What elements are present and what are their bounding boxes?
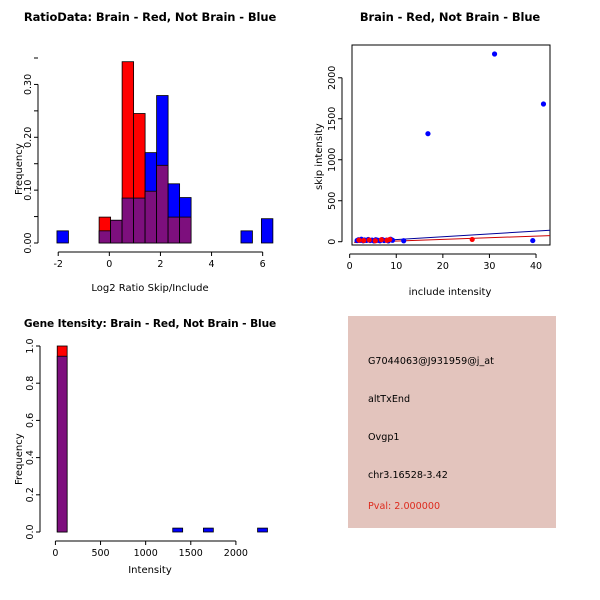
- gene-histogram-ylabel: Frequency: [14, 433, 25, 485]
- scatter-ylabel: skip intensity: [314, 123, 325, 190]
- panel-gene-info: G7044063@J931959@j_at altTxEnd Ovgp1 chr…: [300, 300, 600, 600]
- scatter-point: [540, 101, 547, 107]
- scatter-point: [425, 131, 431, 137]
- y-tick-label: 0.2: [25, 487, 36, 502]
- scatter-point: [372, 238, 378, 244]
- scatter-point: [378, 237, 384, 243]
- x-tick-label: -2: [53, 259, 62, 270]
- x-tick-label: 2: [157, 259, 163, 270]
- ratio-histogram-xlabel: Log2 Ratio Skip/Include: [91, 283, 209, 294]
- y-tick-label: 2000: [327, 66, 338, 90]
- gene-info-gene-symbol: Ovgp1: [368, 432, 400, 443]
- gene-info-event-type: altTxEnd: [368, 394, 411, 405]
- gene-histogram-xlabel: Intensity: [128, 565, 172, 576]
- scatter-canvas: 0 10 20 30 40 0 500 1000 1500 2000: [327, 44, 551, 272]
- panel-ratio-histogram: RatioData: Brain - Red, Not Brain - Blue…: [0, 0, 300, 300]
- gene-info-probe-id: G7044063@J931959@j_at: [368, 356, 494, 367]
- x-tick-label: 0: [106, 259, 112, 270]
- scatter-xlabel: include intensity: [408, 287, 492, 298]
- scatter-point: [366, 237, 372, 243]
- scatter-inner: [354, 51, 550, 244]
- x-tick-label: 1000: [134, 548, 158, 559]
- scatter-point: [356, 237, 362, 243]
- ratio-histogram-canvas: -2 0 2 4 6 0.00 0.10 0.20 0.30: [23, 57, 274, 270]
- scatter-point: [401, 238, 407, 244]
- histogram-bar: [172, 527, 184, 533]
- ratio-histogram-ylabel: Frequency: [14, 143, 25, 195]
- gene-info-pval: Pval: 2.000000: [368, 501, 441, 512]
- y-tick-label: 0.6: [25, 413, 36, 428]
- histogram-bar-overlap: [179, 216, 192, 244]
- x-tick-label: 0: [347, 261, 353, 272]
- scatter-point: [361, 237, 367, 244]
- histogram-bar: [203, 527, 214, 533]
- panel-gene-histogram: Gene Itensity: Brain - Red, Not Brain - …: [0, 300, 300, 600]
- x-tick-label: 30: [483, 261, 495, 272]
- y-tick-label: 0: [327, 239, 338, 245]
- scatter-plot-box: [351, 44, 551, 246]
- y-tick-label: 0.0: [25, 524, 36, 539]
- y-tick-label: 0.8: [25, 376, 36, 391]
- x-tick-label: 500: [91, 548, 109, 559]
- y-tick-label: 1.0: [25, 338, 36, 353]
- y-tick-label: 0.20: [23, 127, 34, 148]
- x-tick-label: 0: [52, 548, 58, 559]
- scatter-point: [469, 236, 475, 243]
- y-tick-label: 0.10: [23, 180, 34, 201]
- histogram-bar-overlap: [56, 355, 68, 533]
- histogram-bar-overlap: [133, 197, 146, 244]
- y-tick-label: 0.30: [23, 74, 34, 95]
- y-tick-label: 0.4: [25, 450, 36, 465]
- histogram-bar: [240, 230, 253, 244]
- scatter-point: [491, 51, 498, 57]
- ratio-histogram-title: RatioData: Brain - Red, Not Brain - Blue: [23, 10, 277, 24]
- x-tick-label: 10: [390, 261, 402, 272]
- histogram-bar-overlap: [144, 190, 158, 244]
- x-tick-label: 20: [437, 261, 449, 272]
- scatter-point: [387, 236, 393, 243]
- histogram-bar: [257, 527, 268, 533]
- y-tick-label: 0.00: [23, 232, 34, 253]
- histogram-bar: [260, 218, 274, 244]
- scatter-point: [530, 237, 536, 244]
- gene-histogram-title: Gene Itensity: Brain - Red, Not Brain - …: [23, 318, 277, 330]
- y-tick-label: 500: [327, 192, 338, 210]
- x-tick-label: 40: [530, 261, 542, 272]
- x-tick-label: 6: [260, 259, 266, 270]
- x-tick-label: 4: [209, 259, 215, 270]
- histogram-bar-overlap: [121, 197, 135, 244]
- histogram-bar: [56, 230, 69, 244]
- gene-info-locus: chr3.16528-3.42: [368, 470, 448, 481]
- gene-histogram-canvas: 0 500 1000 1500 2000 0.0 0.2 0.4 0.6 0.8 1.0: [25, 338, 268, 559]
- gene-info-box: G7044063@J931959@j_at altTxEnd Ovgp1 chr…: [348, 316, 556, 528]
- panel-scatter: Brain - Red, Not Brain - Blue 0 10 20 30 40 0…: [300, 0, 600, 300]
- y-tick-label: 1000: [327, 148, 338, 172]
- histogram-bar-overlap: [98, 230, 112, 244]
- x-tick-label: 2000: [224, 548, 248, 559]
- histogram-bar-overlap: [167, 216, 181, 244]
- histogram-bar-overlap: [156, 164, 169, 244]
- histogram-bar-overlap: [110, 219, 123, 244]
- y-tick-label: 1500: [327, 107, 338, 131]
- scatter-title: Brain - Red, Not Brain - Blue: [359, 10, 541, 24]
- x-tick-label: 1500: [179, 548, 203, 559]
